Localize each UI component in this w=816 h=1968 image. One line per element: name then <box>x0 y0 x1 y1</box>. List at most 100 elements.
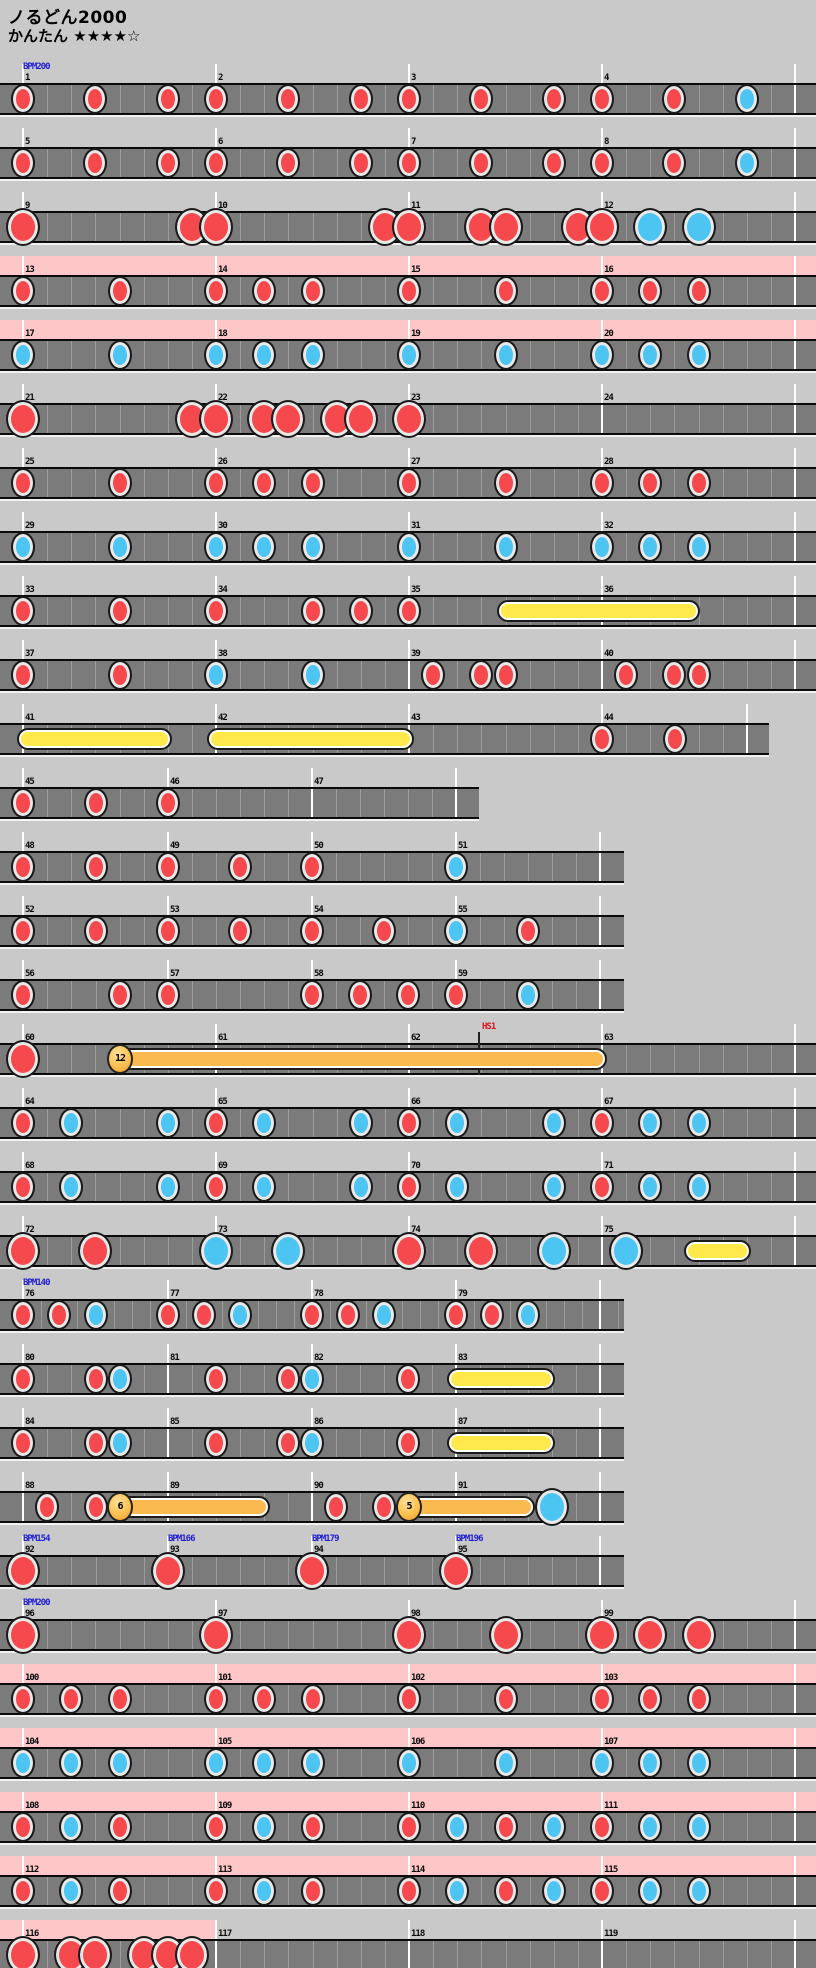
beat-line <box>650 725 651 753</box>
note-don <box>590 724 614 754</box>
note-ka <box>638 1748 662 1778</box>
beat-line <box>433 1877 434 1905</box>
measure-number: 83 <box>458 1353 468 1363</box>
chart-row: 56 57 58 59 <box>0 960 816 1013</box>
track-underline <box>0 1139 816 1141</box>
measure-tick <box>794 1088 796 1107</box>
difficulty-label: かんたん <box>8 27 69 45</box>
beat-line <box>216 917 217 945</box>
beat-line <box>530 469 531 497</box>
beat-line <box>578 1941 579 1968</box>
note-ka-big <box>271 1232 305 1270</box>
beat-line <box>723 725 724 753</box>
measure-tick <box>455 1536 457 1555</box>
measure-tick <box>215 1920 217 1939</box>
beat-line <box>552 981 553 1009</box>
note-ka <box>301 532 325 562</box>
beat-line <box>771 1621 772 1649</box>
bpm-label: BPM179 <box>312 1534 339 1544</box>
note-don <box>11 1364 35 1394</box>
beat-line <box>192 533 193 561</box>
measure-number: 5 <box>25 137 31 147</box>
beat-line <box>433 725 434 753</box>
note-ka <box>397 532 421 562</box>
measure-number: 92 <box>25 1545 35 1555</box>
track-underline <box>0 435 816 437</box>
measure-tick <box>215 512 217 531</box>
beat-line <box>747 1109 748 1137</box>
beat-line <box>457 661 458 689</box>
beat-line <box>771 1685 772 1713</box>
note-don-big <box>344 400 378 438</box>
beat-line <box>71 1557 72 1585</box>
measure-line <box>794 277 796 305</box>
beat-line <box>47 789 48 817</box>
beat-line <box>506 725 507 753</box>
note-don <box>494 1812 518 1842</box>
beat-line <box>546 1301 547 1329</box>
measure-number: 12 <box>604 201 614 211</box>
measure-tick <box>215 128 217 147</box>
beat-line <box>528 853 529 881</box>
measure-number: 33 <box>25 585 35 595</box>
note-don-big <box>439 1552 473 1590</box>
beat-line <box>360 1365 361 1393</box>
beat-line <box>144 661 145 689</box>
note-don <box>11 468 35 498</box>
note-don-big <box>78 1232 112 1270</box>
measure-tick <box>311 1408 313 1427</box>
measure-number: 90 <box>314 1481 324 1491</box>
beat-line <box>144 1173 145 1201</box>
note-don <box>47 1300 71 1330</box>
note-ka <box>638 532 662 562</box>
beat-line <box>120 1237 121 1265</box>
measure-tick <box>408 1152 410 1171</box>
note-don <box>349 596 373 626</box>
measure-number: 43 <box>411 713 421 723</box>
measure-tick <box>601 1088 603 1107</box>
measure-number: 62 <box>411 1033 421 1043</box>
note-don <box>204 276 228 306</box>
note-don <box>590 1684 614 1714</box>
note-don <box>301 1876 325 1906</box>
beat-line <box>699 725 700 753</box>
measure-number: 7 <box>411 137 417 147</box>
beat-line <box>47 661 48 689</box>
note-ka <box>252 1172 276 1202</box>
note-ka <box>59 1876 83 1906</box>
beat-line <box>47 405 48 433</box>
beat-line <box>626 725 627 753</box>
note-ka <box>542 1812 566 1842</box>
note-don <box>156 1300 180 1330</box>
beat-line <box>264 789 265 817</box>
measure-tick <box>794 1024 796 1043</box>
beat-line <box>530 149 531 177</box>
beat-line <box>506 1941 507 1968</box>
beat-line <box>626 213 627 241</box>
measure-line <box>599 981 601 1009</box>
drumroll-bar <box>207 728 414 750</box>
beat-line <box>506 1109 507 1137</box>
beat-line <box>771 597 772 625</box>
chart-row: 80 81 82 83 <box>0 1344 816 1397</box>
beat-line <box>120 917 121 945</box>
beat-line <box>578 405 579 433</box>
measure-number: 71 <box>604 1161 614 1171</box>
measure-line <box>794 661 796 689</box>
measure-number: 65 <box>218 1097 228 1107</box>
beat-line <box>288 1877 289 1905</box>
beat-line <box>168 661 169 689</box>
beat-line <box>366 1301 367 1329</box>
beat-line <box>360 853 361 881</box>
measure-tick <box>601 1024 603 1043</box>
measure-tick <box>408 1024 410 1043</box>
note-ka-big <box>537 1232 571 1270</box>
measure-tick <box>22 1472 24 1491</box>
beat-line <box>481 1621 482 1649</box>
beat-line <box>144 213 145 241</box>
beat-line <box>457 597 458 625</box>
beat-line <box>71 597 72 625</box>
measure-tick <box>455 1408 457 1427</box>
measure-tick <box>311 832 313 851</box>
beat-line <box>433 213 434 241</box>
